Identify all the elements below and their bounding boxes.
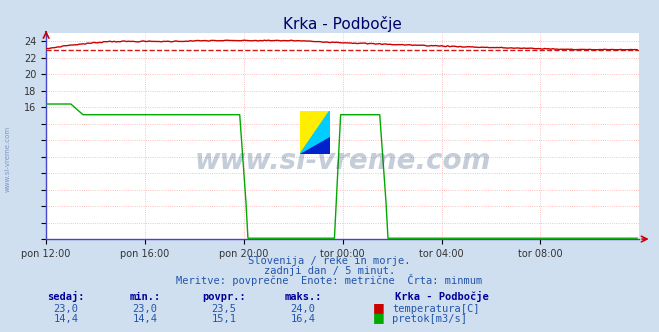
Text: maks.:: maks.: bbox=[285, 292, 322, 302]
Text: 24,0: 24,0 bbox=[291, 304, 316, 314]
Text: temperatura[C]: temperatura[C] bbox=[392, 304, 480, 314]
Text: 23,0: 23,0 bbox=[53, 304, 78, 314]
Polygon shape bbox=[300, 111, 330, 154]
Text: 14,4: 14,4 bbox=[132, 314, 158, 324]
Text: 16,4: 16,4 bbox=[291, 314, 316, 324]
Text: 23,5: 23,5 bbox=[212, 304, 237, 314]
Text: povpr.:: povpr.: bbox=[202, 292, 246, 302]
Text: zadnji dan / 5 minut.: zadnji dan / 5 minut. bbox=[264, 266, 395, 276]
Text: Meritve: povprečne  Enote: metrične  Črta: minmum: Meritve: povprečne Enote: metrične Črta:… bbox=[177, 274, 482, 286]
Text: www.si-vreme.com: www.si-vreme.com bbox=[5, 126, 11, 193]
Text: 15,1: 15,1 bbox=[212, 314, 237, 324]
Text: pretok[m3/s]: pretok[m3/s] bbox=[392, 314, 467, 324]
Text: ■: ■ bbox=[373, 301, 385, 314]
Text: Slovenija / reke in morje.: Slovenija / reke in morje. bbox=[248, 256, 411, 266]
Polygon shape bbox=[300, 111, 330, 154]
Text: www.si-vreme.com: www.si-vreme.com bbox=[194, 147, 491, 175]
Text: Krka - Podbočje: Krka - Podbočje bbox=[395, 291, 489, 302]
Text: 14,4: 14,4 bbox=[53, 314, 78, 324]
Text: sedaj:: sedaj: bbox=[47, 291, 84, 302]
Title: Krka - Podbočje: Krka - Podbočje bbox=[283, 16, 402, 32]
Text: min.:: min.: bbox=[129, 292, 161, 302]
Polygon shape bbox=[300, 137, 330, 154]
Text: 23,0: 23,0 bbox=[132, 304, 158, 314]
Text: ■: ■ bbox=[373, 311, 385, 324]
